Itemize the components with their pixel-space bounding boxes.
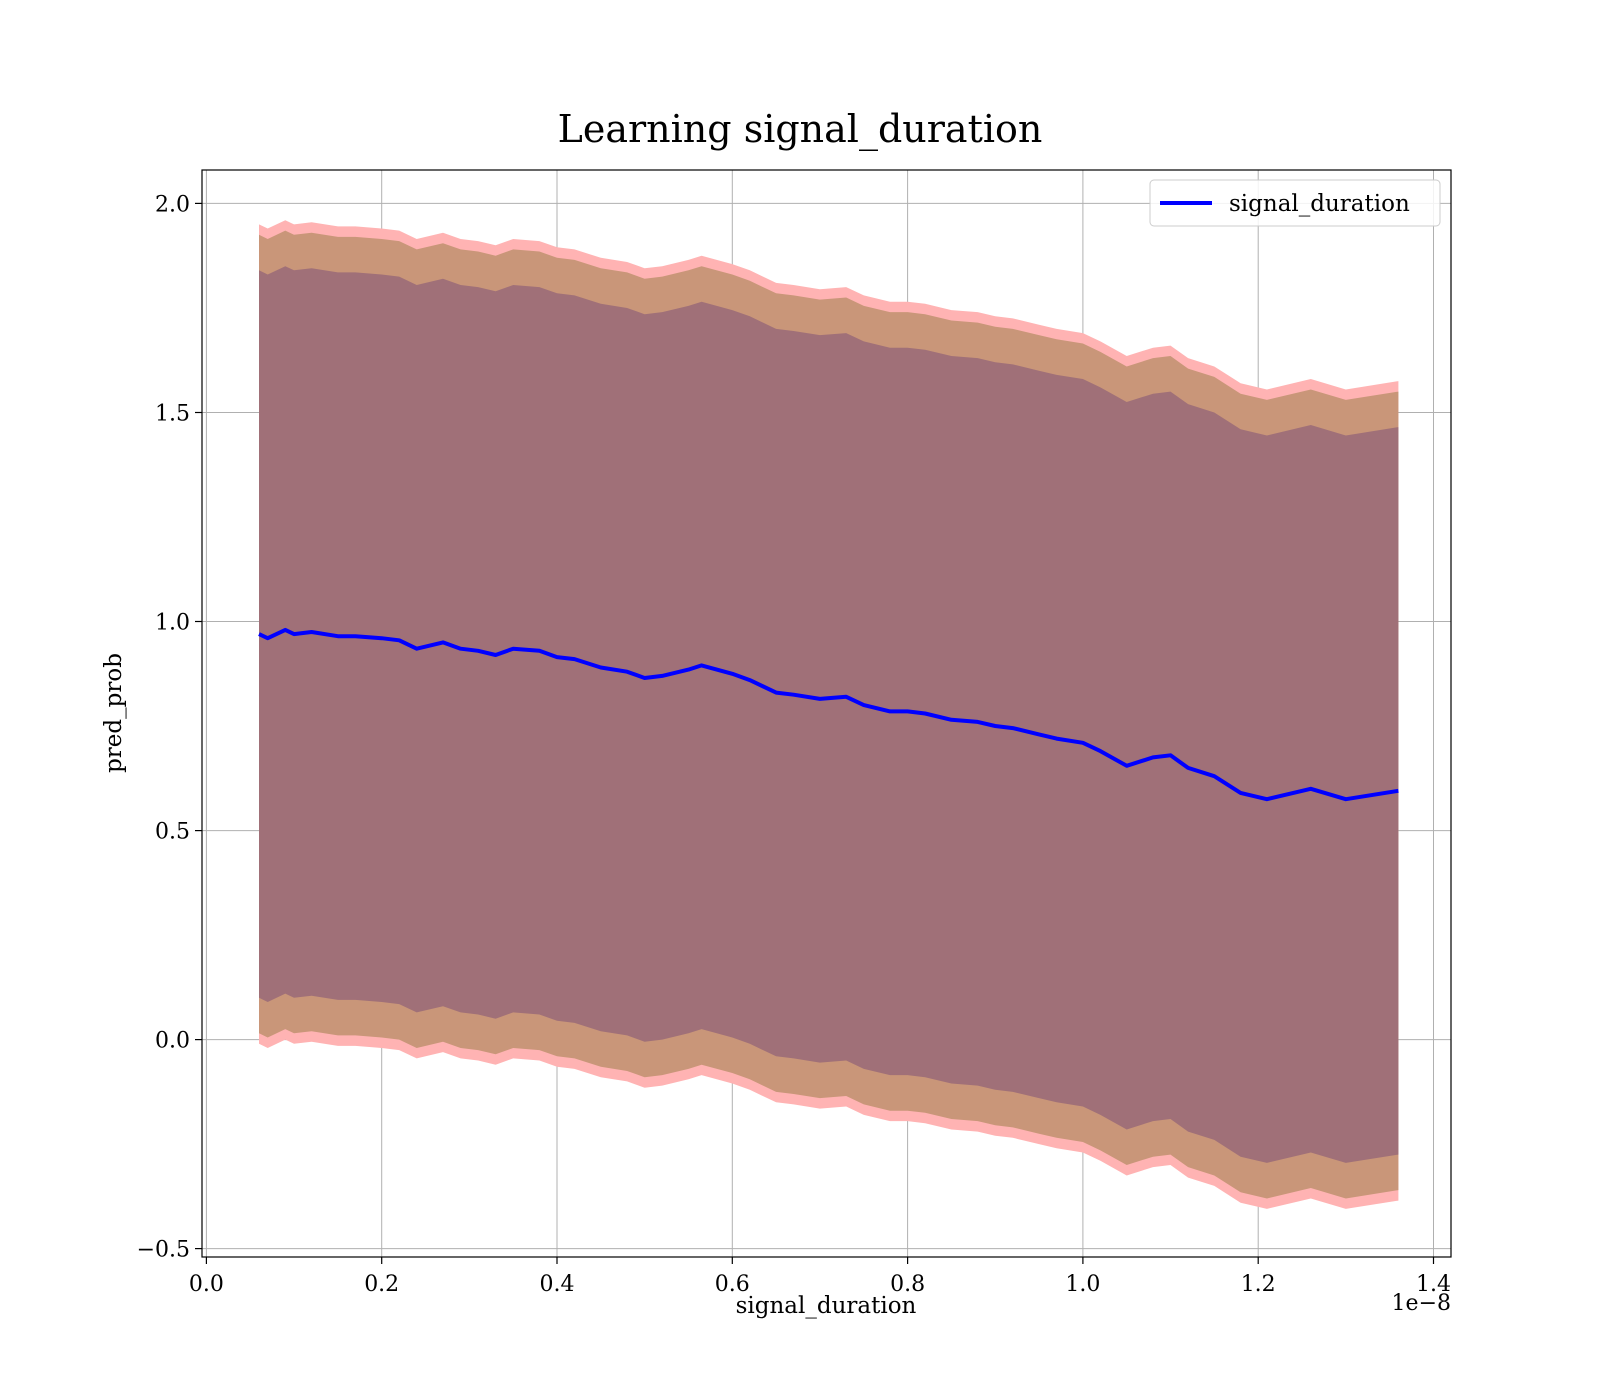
x-tick-label: 0.2 [364, 1272, 399, 1297]
x-tick-label: 0.0 [189, 1272, 224, 1297]
x-tick-label: 1.0 [1065, 1272, 1100, 1297]
y-tick-label: 0.5 [155, 820, 190, 845]
legend-entry-signal-duration: signal_duration [1229, 191, 1410, 217]
confidence-bands [259, 220, 1399, 1209]
x-tick-label: 1.2 [1241, 1272, 1276, 1297]
x-tick-label: 0.6 [715, 1272, 750, 1297]
legend: signal_duration [1149, 179, 1441, 227]
x-tick-label: 0.4 [540, 1272, 575, 1297]
series-line-signal-duration [258, 627, 1399, 802]
x-tick-label: 0.8 [890, 1272, 925, 1297]
band-inner [259, 266, 1399, 1163]
y-axis-label: pred_prob [101, 653, 127, 773]
x-tick-label: 1.4 [1416, 1272, 1451, 1297]
plot-frame [201, 169, 1452, 1258]
y-tick-label: 1.5 [155, 402, 190, 427]
x-axis-offset-label: 1e−8 [1392, 1291, 1451, 1316]
y-axis-ticks: −0.5 0.0 0.5 1.0 1.5 2.0 [137, 192, 202, 1263]
chart-title: Learning signal_duration [558, 107, 1043, 152]
series-line-layer [258, 627, 1399, 802]
legend-box [1149, 179, 1441, 227]
y-tick-label: 0.0 [155, 1029, 190, 1054]
y-tick-label: 2.0 [155, 192, 190, 217]
y-tick-label: −0.5 [137, 1238, 190, 1263]
x-axis-ticks: 0.0 0.2 0.4 0.6 0.8 1.0 1.2 1.4 [189, 1257, 1451, 1297]
y-tick-label: 1.0 [155, 611, 190, 636]
x-axis-label: signal_duration [736, 1293, 917, 1319]
